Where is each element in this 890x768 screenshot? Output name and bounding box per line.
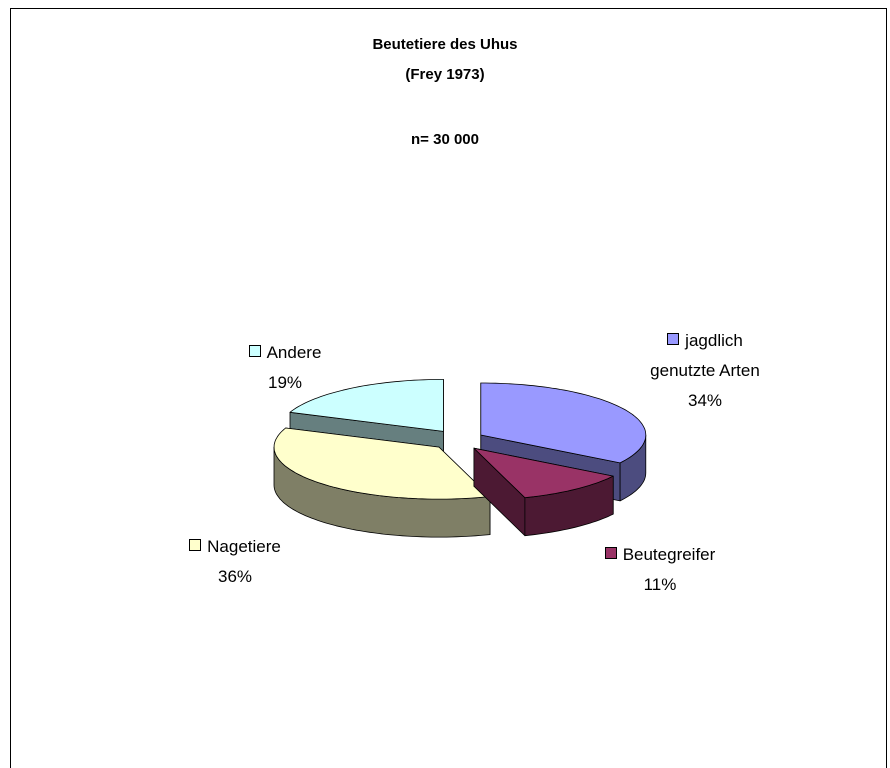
data-label: Nagetiere 36% bbox=[175, 532, 295, 592]
slice bbox=[289, 379, 444, 432]
legend-key bbox=[667, 333, 680, 345]
value-label: 36% bbox=[217, 567, 253, 586]
chart-frame bbox=[10, 8, 887, 768]
chart-subtitle: (Frey 1973) bbox=[405, 66, 485, 83]
legend-entry: Andere bbox=[230, 338, 340, 368]
data-label: Beutegreifer 11% bbox=[585, 540, 735, 600]
legend-key bbox=[248, 345, 261, 357]
legend-entry: Beutegreifer bbox=[585, 540, 735, 570]
category-label: Beutegreifer bbox=[622, 545, 716, 564]
category-label: Andere bbox=[266, 343, 322, 362]
annotation: n= 30 000 bbox=[411, 131, 479, 148]
slice bbox=[273, 427, 491, 500]
legend-key bbox=[604, 547, 617, 559]
data-label: jagdlich genutzte Arten 34% bbox=[640, 326, 770, 416]
legend-key bbox=[189, 539, 202, 551]
category-label: jagdlich genutzte Arten bbox=[650, 331, 760, 380]
slice bbox=[480, 382, 647, 464]
chart-title: Beutetiere des Uhus bbox=[372, 36, 518, 53]
slice bbox=[473, 447, 614, 499]
legend-entry: jagdlich genutzte Arten bbox=[640, 326, 770, 386]
category-label: Nagetiere bbox=[207, 537, 281, 556]
value-label: 11% bbox=[643, 575, 677, 594]
legend-entry: Nagetiere bbox=[175, 532, 295, 562]
value-label: 19% bbox=[267, 373, 303, 392]
value-label: 34% bbox=[687, 391, 723, 410]
data-label: Andere 19% bbox=[230, 338, 340, 398]
